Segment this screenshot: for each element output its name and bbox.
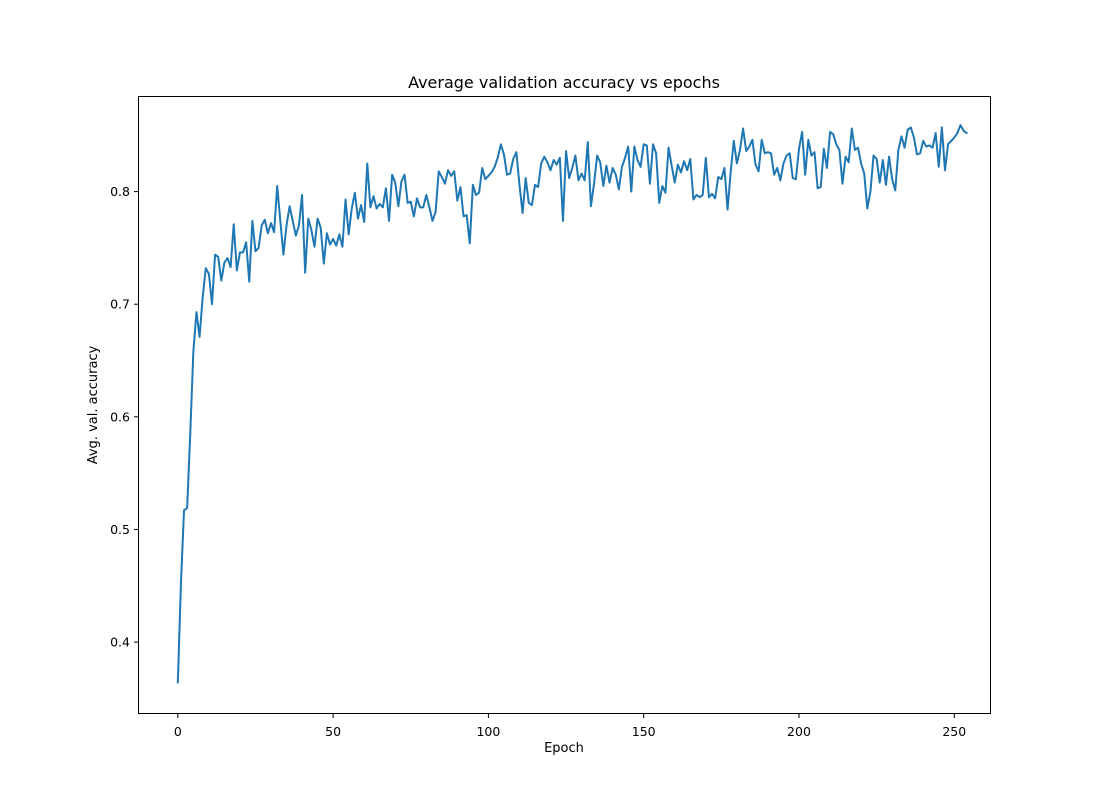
y-tick-label: 0.7 (110, 297, 130, 312)
x-tick-label: 100 (476, 724, 500, 739)
chart-title: Average validation accuracy vs epochs (408, 73, 720, 92)
y-axis: 0.4 0.5 0.6 0.7 0.8 (110, 184, 139, 650)
x-tick-label: 0 (174, 724, 182, 739)
x-tick-label: 250 (942, 724, 966, 739)
y-tick-label: 0.5 (110, 522, 130, 537)
y-tick-label: 0.8 (110, 184, 130, 199)
y-tick-label: 0.4 (110, 635, 130, 650)
series-line-0 (176, 124, 968, 684)
axes-frame (138, 96, 991, 714)
x-tick-label: 200 (787, 724, 811, 739)
x-axis: 0 50 100 150 200 250 (174, 713, 966, 739)
x-tick-label: 50 (325, 724, 341, 739)
y-axis-label: Avg. val. accuracy (86, 345, 101, 464)
y-tick-label: 0.6 (110, 409, 130, 424)
x-axis-label: Epoch (544, 741, 584, 756)
plot-area (176, 124, 968, 684)
x-tick-label: 150 (632, 724, 656, 739)
